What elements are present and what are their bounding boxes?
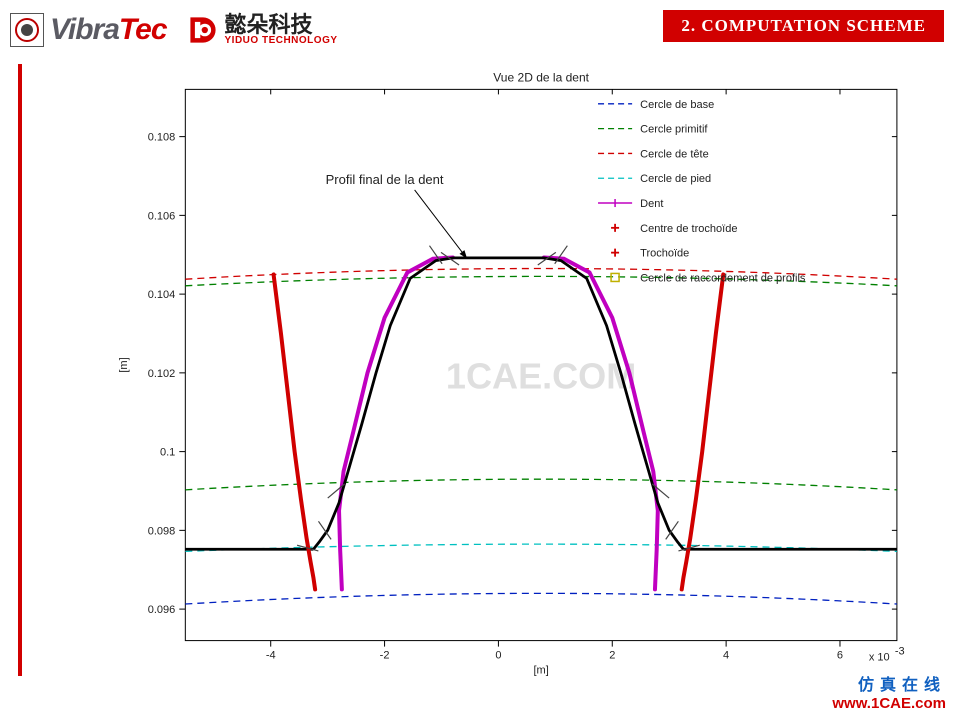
- svg-text:-4: -4: [266, 650, 276, 662]
- vibratec-logo: VibraTec: [10, 13, 167, 47]
- svg-text:Profil final de la dent: Profil final de la dent: [326, 172, 444, 187]
- svg-text:0.098: 0.098: [148, 525, 176, 537]
- footer-url: www.1CAE.com: [832, 695, 946, 712]
- svg-text:0.108: 0.108: [148, 132, 176, 144]
- yiduo-icon: [185, 12, 221, 48]
- svg-text:-3: -3: [895, 646, 905, 658]
- svg-text:Vue 2D de la dent: Vue 2D de la dent: [493, 70, 589, 84]
- svg-text:0.096: 0.096: [148, 604, 176, 616]
- svg-text:Centre de trochoïde: Centre de trochoïde: [640, 223, 737, 235]
- svg-text:1CAE.COM: 1CAE.COM: [446, 356, 636, 397]
- svg-text:Cercle de base: Cercle de base: [640, 99, 714, 111]
- chart-svg: 1CAE.COM -4 -2 0 2 4 6 0.096 0.098 0.1 0.102 0.104 0…: [40, 62, 942, 678]
- svg-text:0.1: 0.1: [160, 447, 175, 459]
- vibratec-icon: [10, 13, 44, 47]
- svg-text:[m]: [m]: [118, 357, 130, 372]
- svg-text:x 10: x 10: [869, 652, 890, 664]
- svg-text:Cercle de raccordement de prof: Cercle de raccordement de profils: [640, 272, 806, 284]
- svg-text:Dent: Dent: [640, 198, 663, 210]
- footer-cn: 仿真在线: [832, 671, 946, 695]
- svg-text:4: 4: [723, 650, 729, 662]
- footer: 仿真在线 www.1CAE.com: [832, 671, 946, 712]
- svg-text:0.102: 0.102: [148, 368, 176, 380]
- plot-area: 1CAE.COM -4 -2 0 2 4 6 0.096 0.098 0.1 0.102 0.104 0…: [40, 62, 942, 678]
- svg-text:6: 6: [837, 650, 843, 662]
- left-red-bar: [18, 64, 22, 676]
- header: VibraTec 懿朵科技 YIDUO TECHNOLOGY 2. COMPUT…: [0, 0, 960, 60]
- section-badge: 2. COMPUTATION SCHEME: [663, 10, 944, 42]
- svg-text:Cercle primitif: Cercle primitif: [640, 124, 708, 136]
- yiduo-logo: 懿朵科技 YIDUO TECHNOLOGY: [185, 12, 338, 48]
- vibratec-text: VibraTec: [50, 13, 167, 47]
- svg-text:0.106: 0.106: [148, 210, 176, 222]
- vibratec-text-a: Vibra: [50, 13, 119, 46]
- svg-text:[m]: [m]: [533, 665, 548, 677]
- yiduo-cn: 懿朵科技: [225, 13, 338, 36]
- yiduo-en: YIDUO TECHNOLOGY: [225, 36, 338, 47]
- svg-text:2: 2: [609, 650, 615, 662]
- svg-text:0.104: 0.104: [148, 289, 176, 301]
- svg-text:Trochoïde: Trochoïde: [640, 248, 689, 260]
- yiduo-text: 懿朵科技 YIDUO TECHNOLOGY: [225, 13, 338, 47]
- svg-text:Cercle de tête: Cercle de tête: [640, 148, 709, 160]
- vibratec-text-b: Tec: [119, 13, 167, 46]
- svg-text:Cercle de pied: Cercle de pied: [640, 173, 711, 185]
- svg-text:0: 0: [495, 650, 501, 662]
- svg-text:-2: -2: [380, 650, 390, 662]
